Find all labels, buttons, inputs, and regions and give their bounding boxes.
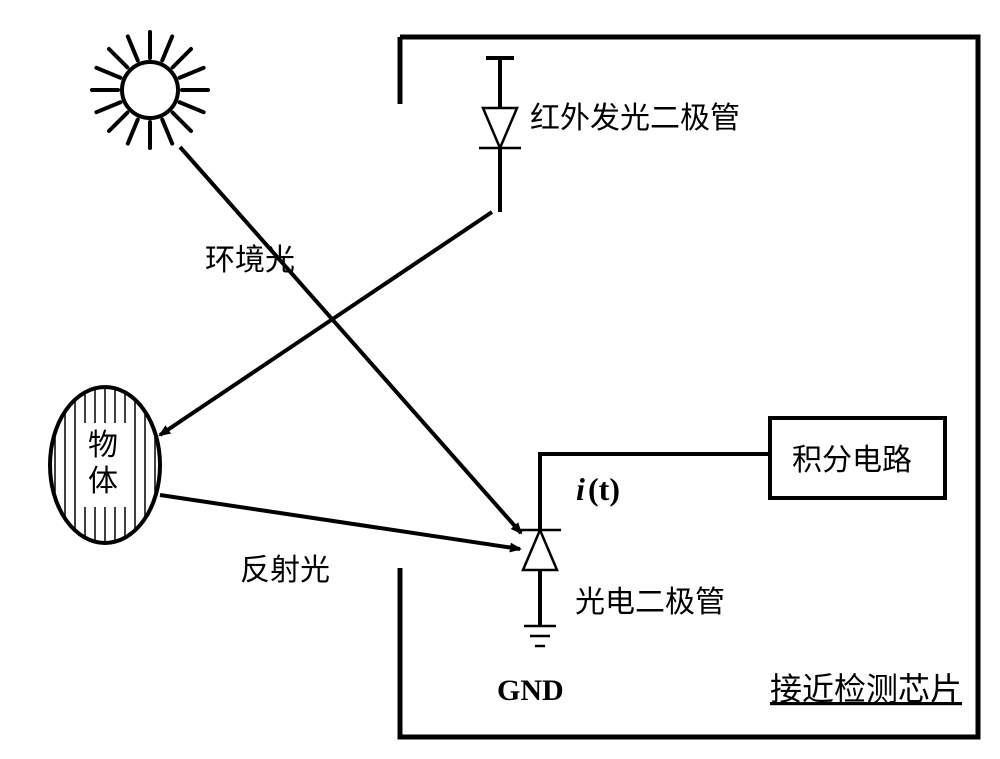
ambient-light-label: 环境光: [205, 244, 295, 277]
object-label-line1: 物: [88, 429, 118, 462]
integrator-label: 积分电路: [792, 444, 912, 477]
gnd-label: GND: [497, 674, 564, 707]
sun-icon: [92, 32, 208, 148]
svg-text:i: i: [576, 471, 585, 507]
wire-to-integrator: [540, 454, 770, 468]
object-ellipse: 物 体: [50, 387, 160, 543]
signal-label: i (t): [576, 471, 620, 507]
chip-enclosure: [400, 37, 978, 737]
ir-led-label: 红外发光二极管: [530, 102, 740, 135]
object-label-line2: 体: [88, 465, 118, 498]
ambient-light-arrow: [180, 147, 521, 533]
reflected-light-arrow: [160, 495, 520, 549]
reflected-light-label: 反射光: [240, 554, 330, 587]
integrator-box: 积分电路: [770, 418, 945, 498]
proximity-detection-diagram: 物 体 积分电路 环境光 反射光 红外发光二极管 光电二极管 GND 接近检测芯…: [0, 0, 1000, 759]
svg-text:(t): (t): [588, 471, 620, 507]
photodiode-symbol: [519, 468, 561, 646]
chip-title-label: 接近检测芯片: [770, 671, 962, 707]
photodiode-label: 光电二极管: [575, 586, 725, 619]
ir-led-symbol: [479, 58, 521, 212]
